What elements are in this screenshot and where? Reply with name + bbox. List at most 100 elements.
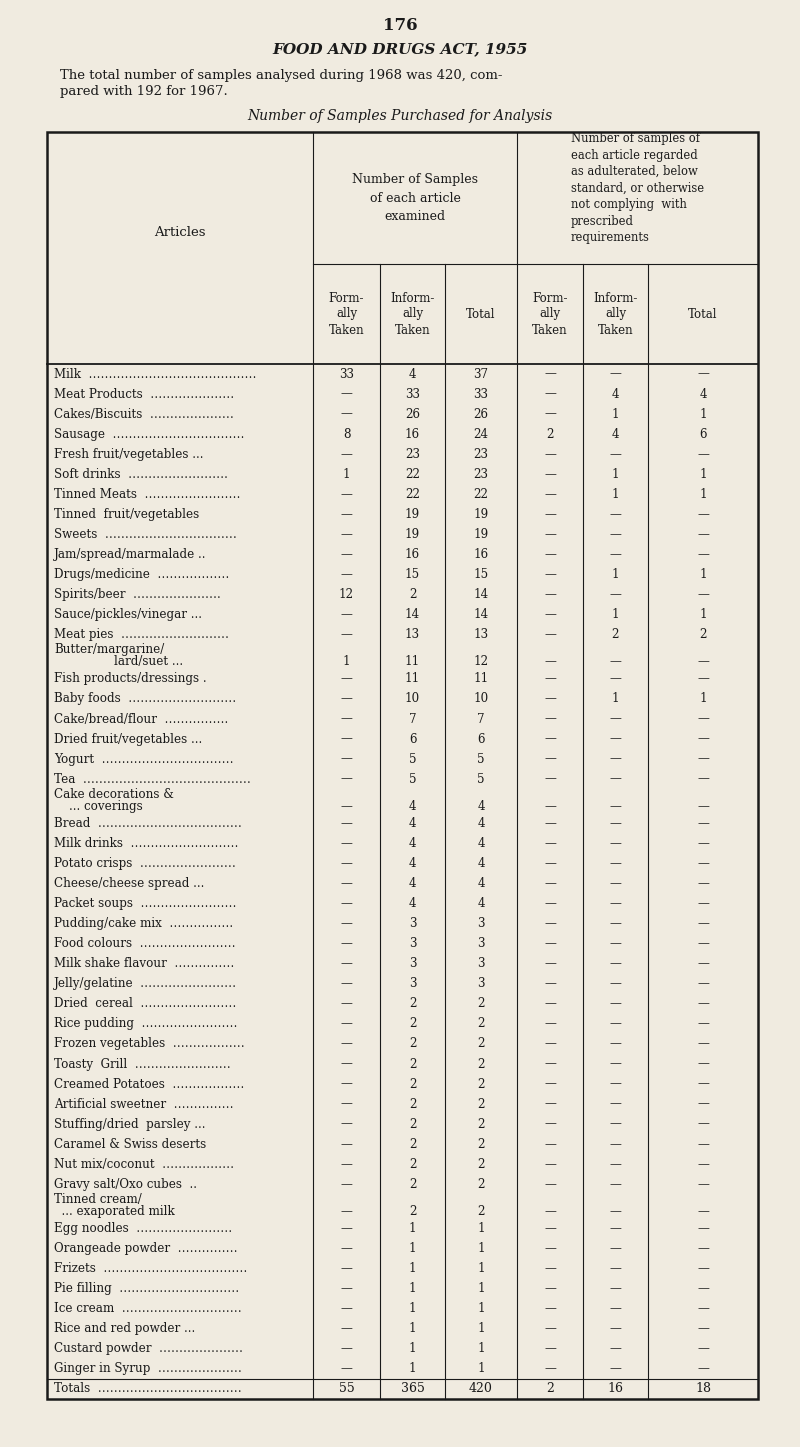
Text: 176: 176 <box>382 17 418 33</box>
Text: —: — <box>610 1242 622 1255</box>
Text: 12: 12 <box>339 587 354 601</box>
Text: —: — <box>697 447 709 460</box>
Text: —: — <box>610 1137 622 1150</box>
Text: —: — <box>544 388 556 401</box>
Text: Milk drinks  ………………………: Milk drinks ……………………… <box>54 838 238 851</box>
Text: 22: 22 <box>405 467 420 480</box>
Text: 4: 4 <box>612 388 619 401</box>
Text: —: — <box>610 1117 622 1130</box>
Text: 1: 1 <box>409 1262 416 1275</box>
Text: —: — <box>544 1137 556 1150</box>
Text: Food colours  ……………………: Food colours …………………… <box>54 938 236 951</box>
Text: —: — <box>544 1078 556 1091</box>
Text: —: — <box>341 1158 353 1171</box>
Text: 1: 1 <box>477 1223 485 1236</box>
Text: 19: 19 <box>474 528 489 541</box>
Text: 1: 1 <box>409 1223 416 1236</box>
Text: —: — <box>341 897 353 910</box>
Text: 2: 2 <box>478 1037 485 1051</box>
Text: —: — <box>697 773 709 786</box>
Text: Fish products/dressings .: Fish products/dressings . <box>54 673 206 686</box>
Text: 2: 2 <box>478 1205 485 1218</box>
Text: Pudding/cake mix  …………….: Pudding/cake mix ……………. <box>54 917 233 930</box>
Text: 1: 1 <box>409 1323 416 1336</box>
Text: —: — <box>697 800 709 813</box>
Text: 1: 1 <box>699 693 707 706</box>
Text: 4: 4 <box>612 428 619 441</box>
Text: —: — <box>610 1363 622 1376</box>
Text: 19: 19 <box>405 508 420 521</box>
Text: —: — <box>544 752 556 765</box>
Text: —: — <box>610 368 622 381</box>
Text: 3: 3 <box>478 958 485 971</box>
Text: —: — <box>697 1343 709 1356</box>
Text: —: — <box>544 673 556 686</box>
Text: 4: 4 <box>478 857 485 870</box>
Text: Egg noodles  ……………………: Egg noodles …………………… <box>54 1223 232 1236</box>
Text: 14: 14 <box>474 608 489 621</box>
Text: —: — <box>544 1223 556 1236</box>
Text: —: — <box>544 1037 556 1051</box>
Text: 1: 1 <box>612 488 619 501</box>
Text: 2: 2 <box>409 997 416 1010</box>
Text: 1: 1 <box>612 567 619 580</box>
Text: —: — <box>697 655 709 669</box>
Text: —: — <box>544 628 556 641</box>
Text: —: — <box>341 508 353 521</box>
Text: Fresh fruit/vegetables ...: Fresh fruit/vegetables ... <box>54 447 203 460</box>
Text: 11: 11 <box>474 673 489 686</box>
Text: 3: 3 <box>409 977 416 990</box>
Text: —: — <box>697 818 709 831</box>
Text: —: — <box>610 447 622 460</box>
Text: —: — <box>697 958 709 971</box>
Text: —: — <box>341 938 353 951</box>
Text: 13: 13 <box>474 628 489 641</box>
Text: —: — <box>544 655 556 669</box>
Text: —: — <box>341 732 353 745</box>
Text: —: — <box>610 1262 622 1275</box>
Text: 5: 5 <box>409 773 416 786</box>
Text: —: — <box>544 1158 556 1171</box>
Text: —: — <box>544 938 556 951</box>
Text: 8: 8 <box>342 428 350 441</box>
Text: —: — <box>697 1282 709 1295</box>
Text: Cakes/Biscuits  …………………: Cakes/Biscuits ………………… <box>54 408 234 421</box>
Text: 2: 2 <box>409 1117 416 1130</box>
Text: 3: 3 <box>409 938 416 951</box>
Text: —: — <box>341 1017 353 1030</box>
Text: 2: 2 <box>409 1058 416 1071</box>
Text: Tinned Meats  ……………………: Tinned Meats …………………… <box>54 488 241 501</box>
Text: —: — <box>341 388 353 401</box>
Text: Sausage  ……………………………: Sausage …………………………… <box>54 428 245 441</box>
Text: —: — <box>544 818 556 831</box>
Text: —: — <box>610 508 622 521</box>
Text: —: — <box>544 567 556 580</box>
Text: —: — <box>341 1223 353 1236</box>
Text: —: — <box>544 608 556 621</box>
Text: —: — <box>341 1282 353 1295</box>
Text: —: — <box>341 1178 353 1191</box>
Text: 6: 6 <box>409 732 416 745</box>
Text: Form-
ally
Taken: Form- ally Taken <box>532 291 568 337</box>
Text: —: — <box>544 838 556 851</box>
Text: 3: 3 <box>478 977 485 990</box>
Text: 22: 22 <box>474 488 489 501</box>
Text: 16: 16 <box>474 548 489 561</box>
Text: —: — <box>610 1323 622 1336</box>
Text: —: — <box>341 693 353 706</box>
Text: —: — <box>544 1323 556 1336</box>
Text: —: — <box>610 917 622 930</box>
Text: —: — <box>697 1137 709 1150</box>
Text: —: — <box>544 447 556 460</box>
Text: 13: 13 <box>405 628 420 641</box>
Text: 2: 2 <box>409 1078 416 1091</box>
Text: Spirits/beer  ………………….: Spirits/beer …………………. <box>54 587 221 601</box>
Text: 11: 11 <box>405 673 420 686</box>
Text: —: — <box>341 548 353 561</box>
Text: 1: 1 <box>342 467 350 480</box>
Text: 19: 19 <box>474 508 489 521</box>
Text: —: — <box>341 1363 353 1376</box>
Text: 15: 15 <box>474 567 489 580</box>
Text: —: — <box>697 1323 709 1336</box>
Text: Potato crisps  ……………………: Potato crisps …………………… <box>54 857 236 870</box>
